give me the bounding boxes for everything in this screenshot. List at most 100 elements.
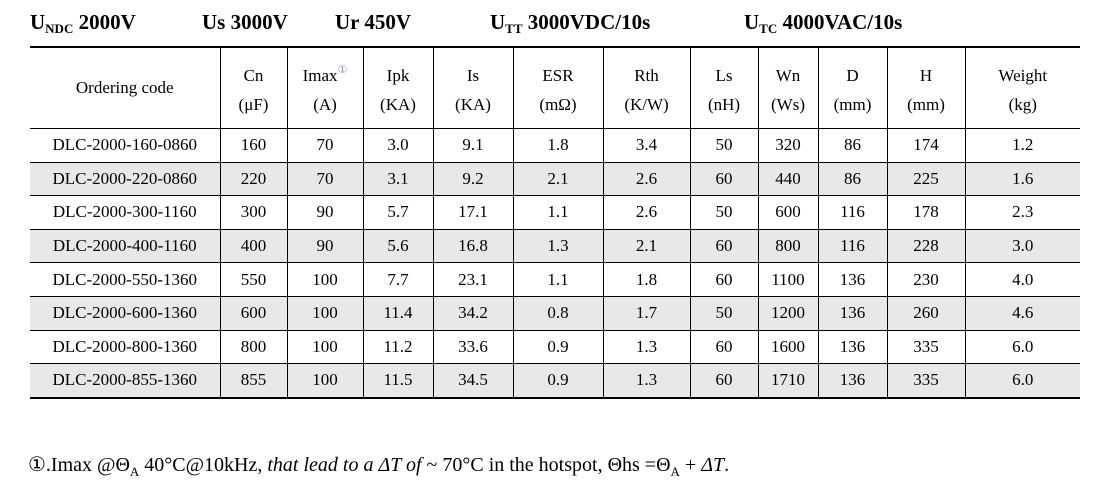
table-row: DLC-2000-550-1360 550 100 7.7 23.1 1.1 1… (30, 262, 1080, 297)
column-header-d: D (mm) (817, 46, 888, 129)
table-cell: 6.0 (964, 363, 1080, 399)
table-cell: 60 (689, 161, 759, 197)
table-cell: 1.3 (602, 363, 691, 399)
table-cell: 335 (886, 363, 966, 399)
table-cell: 0.8 (512, 295, 604, 331)
table-cell: 4.0 (964, 262, 1080, 297)
ratings-header: UNDC 2000V Us 3000V Ur 450V UTT 3000VDC/… (0, 8, 1100, 44)
table-cell: 9.1 (432, 128, 514, 163)
column-header-rth: Rth (K/W) (602, 46, 691, 129)
table-cell: 90 (286, 195, 364, 230)
table-cell: 1.1 (512, 262, 604, 297)
table-cell: 550 (219, 262, 288, 297)
table-cell: 100 (286, 295, 364, 331)
subscript-a: A (670, 464, 680, 479)
table-cell: 11.5 (362, 363, 434, 399)
table-cell: 320 (757, 128, 819, 163)
table-cell: 160 (219, 128, 288, 163)
table-cell: 116 (817, 228, 888, 264)
table-row: DLC-2000-855-1360 855 100 11.5 34.5 0.9 … (30, 363, 1080, 399)
table-cell: 1.3 (602, 329, 691, 365)
table-cell: 17.1 (432, 195, 514, 230)
table-cell: 1710 (757, 363, 819, 399)
table-cell: 50 (689, 195, 759, 230)
table-cell: 800 (757, 228, 819, 264)
table-cell: 1.8 (512, 128, 604, 163)
table-row: DLC-2000-300-1160 300 90 5.7 17.1 1.1 2.… (30, 195, 1080, 230)
ordering-code-cell: DLC-2000-855-1360 (30, 363, 221, 399)
rating-undc: UNDC 2000V (30, 10, 136, 36)
table-cell: 3.1 (362, 161, 434, 197)
table-cell: 600 (219, 295, 288, 331)
header-row: Ordering code Cn (μF) Imax① (A) Ipk (KA) Is… (30, 46, 1080, 129)
table-cell: 50 (689, 295, 759, 331)
table-cell: 70 (286, 161, 364, 197)
table-row: DLC-2000-220-0860 220 70 3.1 9.2 2.1 2.6… (30, 161, 1080, 197)
table-row: DLC-2000-600-1360 600 100 11.4 34.2 0.8 … (30, 295, 1080, 331)
table-cell: 2.6 (602, 161, 691, 197)
rating-ur: Ur 450V (335, 10, 412, 34)
column-header-weight: Weight (kg) (964, 46, 1080, 129)
table-cell: 86 (817, 128, 888, 163)
table-cell: 16.8 (432, 228, 514, 264)
footnote-ref-icon: ① (337, 64, 348, 76)
rating-utt: UTT 3000VDC/10s (490, 10, 651, 36)
table-cell: 178 (886, 195, 966, 230)
ordering-code-cell: DLC-2000-550-1360 (30, 262, 221, 297)
ordering-code-cell: DLC-2000-300-1160 (30, 195, 221, 230)
table-cell: 1.3 (512, 228, 604, 264)
table-cell: 0.9 (512, 363, 604, 399)
table-cell: 440 (757, 161, 819, 197)
table-cell: 1.1 (512, 195, 604, 230)
rating-utc: UTC 4000VAC/10s (744, 10, 903, 36)
table-cell: 1600 (757, 329, 819, 365)
table-cell: 60 (689, 228, 759, 264)
table-cell: 3.0 (964, 228, 1080, 264)
table-cell: 1.7 (602, 295, 691, 331)
column-header-ls: Ls (nH) (689, 46, 759, 129)
table-cell: 100 (286, 329, 364, 365)
table-cell: 136 (817, 363, 888, 399)
table-cell: 1200 (757, 295, 819, 331)
table-cell: 228 (886, 228, 966, 264)
table-cell: 11.2 (362, 329, 434, 365)
table-cell: 225 (886, 161, 966, 197)
column-header-esr: ESR (mΩ) (512, 46, 604, 129)
table-cell: 116 (817, 195, 888, 230)
subscript-a: A (129, 464, 140, 479)
table-cell: 400 (219, 228, 288, 264)
table-cell: 5.7 (362, 195, 434, 230)
table-cell: 1.2 (964, 128, 1080, 163)
column-header-ordering-code: Ordering code (30, 46, 221, 129)
table-cell: 174 (886, 128, 966, 163)
table-cell: 260 (886, 295, 966, 331)
table-cell: 2.1 (602, 228, 691, 264)
ratings-table: Ordering code Cn (μF) Imax① (A) Ipk (KA) Is… (30, 46, 1080, 399)
table-cell: 86 (817, 161, 888, 197)
table-cell: 50 (689, 128, 759, 163)
table-cell: 220 (219, 161, 288, 197)
column-header-wn: Wn (Ws) (757, 46, 819, 129)
table-cell: 0.9 (512, 329, 604, 365)
table-row: DLC-2000-400-1160 400 90 5.6 16.8 1.3 2.… (30, 228, 1080, 264)
table-cell: 136 (817, 329, 888, 365)
ordering-code-cell: DLC-2000-160-0860 (30, 128, 221, 163)
ordering-code-cell: DLC-2000-600-1360 (30, 295, 221, 331)
table-cell: 100 (286, 363, 364, 399)
table-cell: 3.4 (602, 128, 691, 163)
table-cell: 60 (689, 363, 759, 399)
table-cell: 11.4 (362, 295, 434, 331)
table-cell: 23.1 (432, 262, 514, 297)
table-cell: 800 (219, 329, 288, 365)
table-cell: 60 (689, 262, 759, 297)
table-cell: 6.0 (964, 329, 1080, 365)
table-cell: 70 (286, 128, 364, 163)
ordering-code-cell: DLC-2000-800-1360 (30, 329, 221, 365)
column-header-ipk: Ipk (KA) (362, 46, 434, 129)
table-cell: 60 (689, 329, 759, 365)
table-cell: 230 (886, 262, 966, 297)
column-header-h: H (mm) (886, 46, 966, 129)
table-cell: 1100 (757, 262, 819, 297)
table-cell: 34.5 (432, 363, 514, 399)
